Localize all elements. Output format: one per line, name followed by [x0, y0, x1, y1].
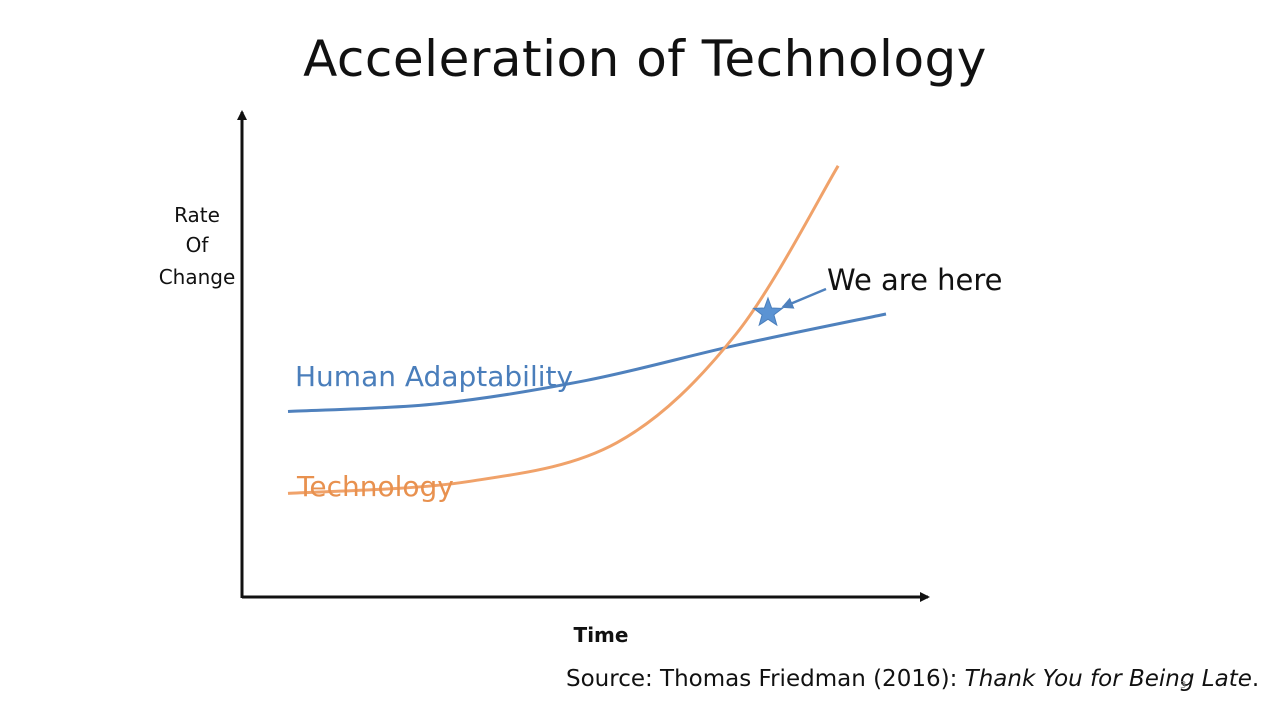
slide-number: 3 [1180, 680, 1187, 691]
source-prefix: Source: Thomas Friedman (2016): [566, 666, 965, 692]
series-label-technology: Technology [296, 470, 454, 503]
source-book-title: Thank You for Being Late [964, 666, 1252, 692]
y-axis-label-line-1: Rate [174, 203, 220, 227]
x-axis-label: Time [574, 623, 629, 647]
annotation-arrow [781, 287, 827, 309]
source-suffix: . [1251, 666, 1260, 692]
series-label-human-adaptability: Human Adaptability [295, 360, 573, 393]
y-axis-label-line-3: Change [159, 265, 236, 289]
source-citation: Source: Thomas Friedman (2016): Thank Yo… [566, 666, 1259, 692]
annotation-we-are-here: We are here [827, 263, 1003, 297]
we-are-here-star-icon [752, 296, 784, 327]
series-line-technology [287, 165, 840, 495]
series-line-human-adaptability [287, 312, 887, 413]
y-axis-label-line-2: Of [186, 233, 210, 257]
slide-title: Acceleration of Technology [303, 30, 987, 88]
